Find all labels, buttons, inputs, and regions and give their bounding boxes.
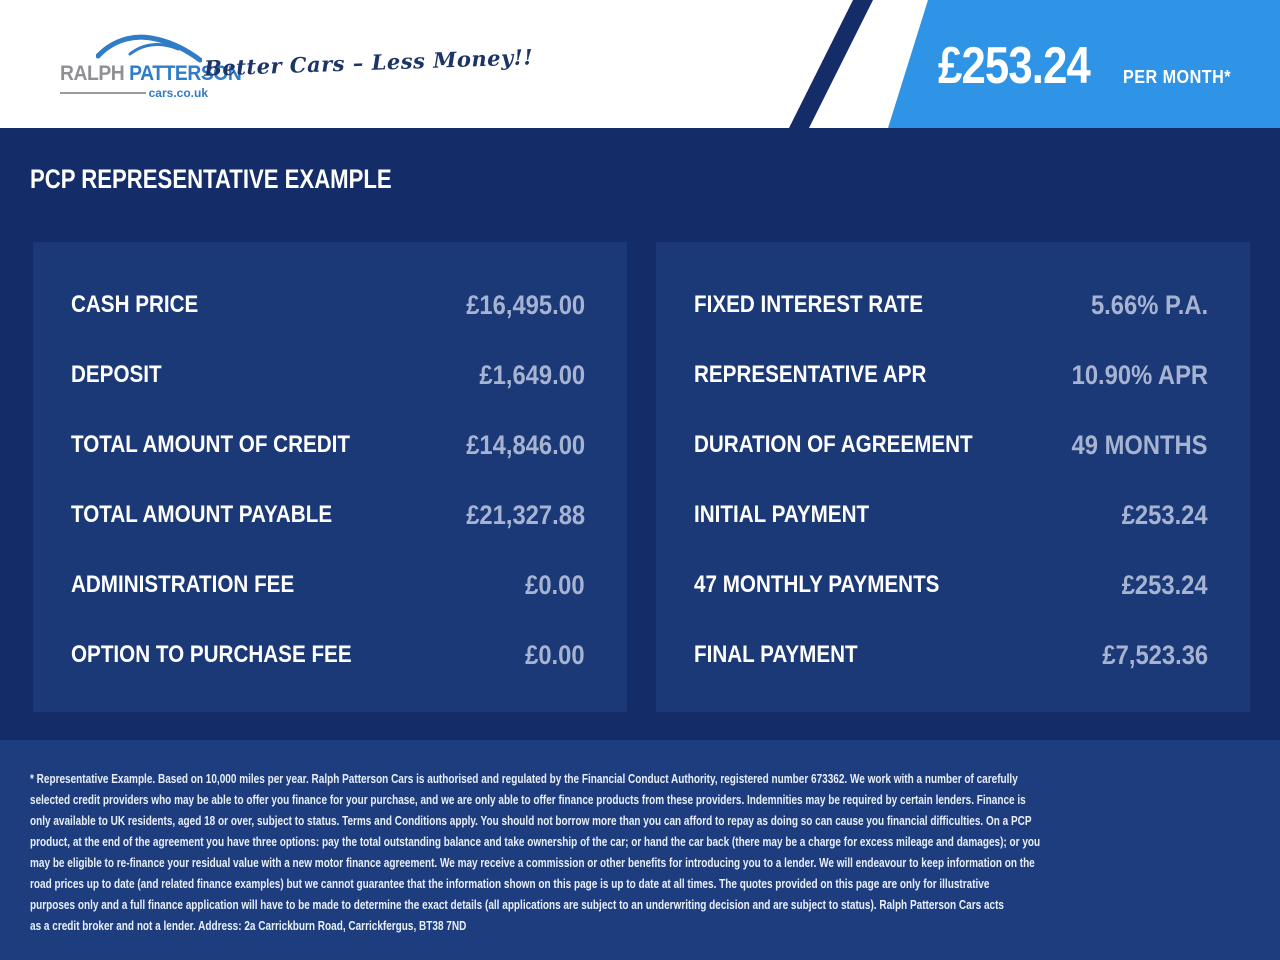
finance-row-label: ADMINISTRATION FEE <box>71 571 295 598</box>
dealer-domain: cars.co.uk <box>148 86 208 100</box>
page-title: PCP REPRESENTATIVE EXAMPLE <box>30 164 392 194</box>
disclaimer-line: product, at the end of the agreement you… <box>30 834 1041 849</box>
finance-row: DURATION OF AGREEMENT 49 MONTHS <box>694 410 1208 480</box>
finance-row: DEPOSIT £1,649.00 <box>71 340 585 410</box>
header: RALPH PATTERSON cars.co.uk Better Cars –… <box>0 0 1280 128</box>
per-month-label: PER MONTH* <box>1122 67 1231 87</box>
disclaimer-line: only available to UK residents, aged 18 … <box>30 813 1032 828</box>
finance-row-value: £21,327.88 <box>466 499 585 530</box>
finance-row: TOTAL AMOUNT OF CREDIT £14,846.00 <box>71 410 585 480</box>
dealer-logo-subline: cars.co.uk <box>60 86 208 100</box>
finance-row-value: £7,523.36 <box>1102 639 1208 670</box>
finance-row-label: DEPOSIT <box>71 361 162 388</box>
finance-row-label: FIXED INTEREST RATE <box>694 291 923 318</box>
finance-row-value: £0.00 <box>525 639 585 670</box>
banner-parallelogram <box>888 0 1280 128</box>
finance-row: ADMINISTRATION FEE £0.00 <box>71 550 585 620</box>
finance-row: REPRESENTATIVE APR 10.90% APR <box>694 340 1208 410</box>
banner-accent-stripe <box>789 0 873 128</box>
disclaimer-line: as a credit broker and not a lender. Add… <box>30 918 467 933</box>
finance-row-label: OPTION TO PURCHASE FEE <box>71 641 352 668</box>
finance-row-value: £16,495.00 <box>466 289 585 320</box>
monthly-price: £253.24 <box>938 37 1091 95</box>
finance-row-label: INITIAL PAYMENT <box>694 501 870 528</box>
finance-row-label: TOTAL AMOUNT PAYABLE <box>71 501 333 528</box>
finance-row-label: TOTAL AMOUNT OF CREDIT <box>71 431 351 458</box>
car-logo-icon <box>96 34 202 63</box>
finance-panel-right: FIXED INTEREST RATE 5.66% P.A. REPRESENT… <box>656 242 1250 712</box>
finance-row: CASH PRICE £16,495.00 <box>71 270 585 340</box>
finance-row-value: 5.66% P.A. <box>1090 289 1208 320</box>
dealer-name-first: RALPH <box>60 62 125 85</box>
finance-row-label: 47 MONTHLY PAYMENTS <box>694 571 940 598</box>
finance-row: FINAL PAYMENT £7,523.36 <box>694 620 1208 690</box>
finance-row-value: £253.24 <box>1122 569 1208 600</box>
disclaimer-line: selected credit providers who may be abl… <box>30 792 1026 807</box>
dealer-logo: RALPH PATTERSON cars.co.uk <box>60 34 242 104</box>
price-banner: £253.24 PER MONTH* <box>938 36 1268 96</box>
finance-row-value: £0.00 <box>525 569 585 600</box>
finance-row-label: FINAL PAYMENT <box>694 641 858 668</box>
disclaimer-line: purposes only and a full finance applica… <box>30 897 1004 912</box>
finance-panel-left: CASH PRICE £16,495.00 DEPOSIT £1,649.00 … <box>33 242 627 712</box>
finance-section: PCP REPRESENTATIVE EXAMPLE CASH PRICE £1… <box>0 128 1280 740</box>
finance-row: FIXED INTEREST RATE 5.66% P.A. <box>694 270 1208 340</box>
finance-row-value: £1,649.00 <box>479 359 585 390</box>
logo-underline <box>60 92 146 94</box>
finance-row-label: CASH PRICE <box>71 291 199 318</box>
finance-row-value: £14,846.00 <box>466 429 585 460</box>
finance-row-label: DURATION OF AGREEMENT <box>694 431 973 458</box>
finance-row: INITIAL PAYMENT £253.24 <box>694 480 1208 550</box>
dealer-name: RALPH PATTERSON <box>60 62 242 86</box>
disclaimer-line: may be eligible to re-finance your resid… <box>30 855 1035 870</box>
disclaimer-line: road prices up to date (and related fina… <box>30 876 990 891</box>
finance-row-value: 49 MONTHS <box>1072 429 1208 460</box>
finance-row: OPTION TO PURCHASE FEE £0.00 <box>71 620 585 690</box>
disclaimer: * Representative Example. Based on 10,00… <box>0 740 1280 960</box>
dealer-name-last: PATTERSON <box>129 62 242 85</box>
finance-row-label: REPRESENTATIVE APR <box>694 361 927 388</box>
price-banner-shape <box>789 0 1280 128</box>
finance-row-value: £253.24 <box>1122 499 1208 530</box>
finance-row: TOTAL AMOUNT PAYABLE £21,327.88 <box>71 480 585 550</box>
finance-row: 47 MONTHLY PAYMENTS £253.24 <box>694 550 1208 620</box>
finance-row-value: 10.90% APR <box>1071 359 1208 390</box>
disclaimer-line: * Representative Example. Based on 10,00… <box>30 771 1018 786</box>
